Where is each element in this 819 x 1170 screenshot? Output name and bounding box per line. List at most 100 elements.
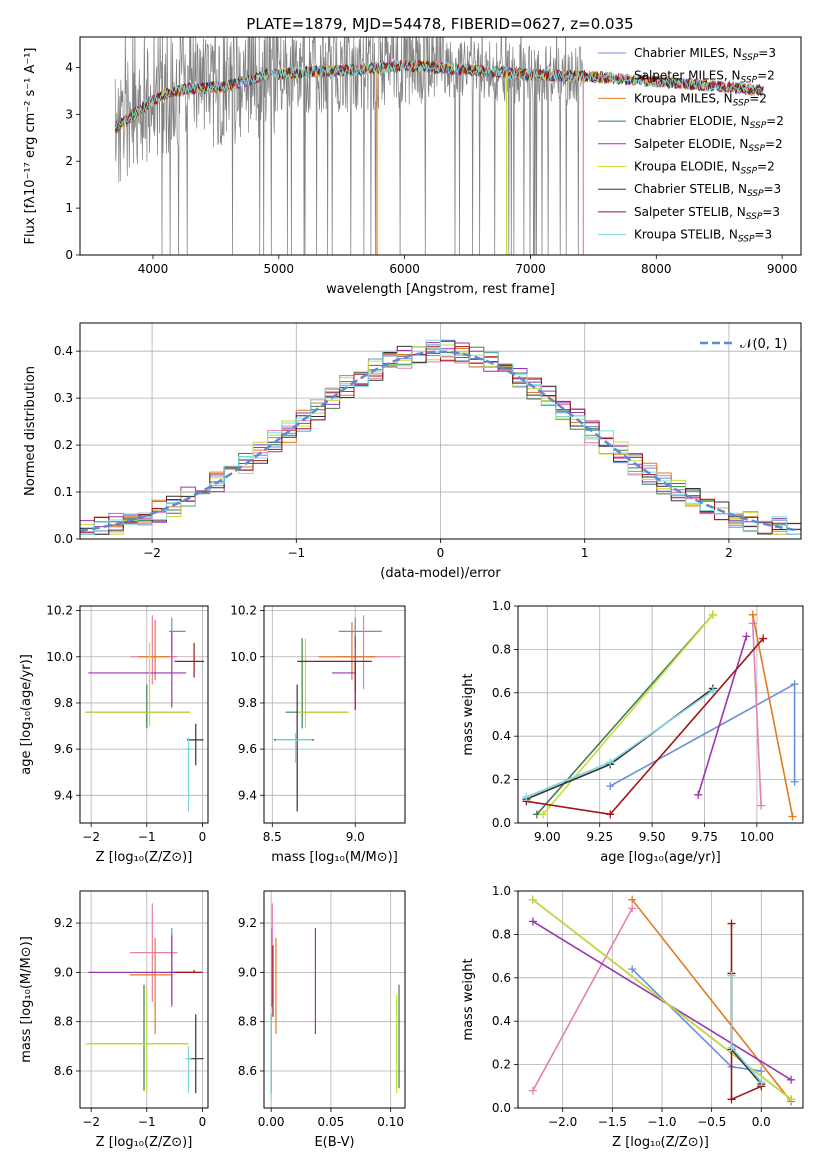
plot-area bbox=[522, 610, 799, 821]
y-axis-label: age [log₁₀(age/yr)] bbox=[19, 654, 34, 775]
weight-point-marker bbox=[787, 1095, 796, 1104]
legend-entry: Chabrier STELIB, NSSP=3 bbox=[634, 182, 781, 199]
x-tick-label: 8000 bbox=[641, 262, 672, 276]
weight-point-marker bbox=[528, 895, 537, 904]
weight-point-marker bbox=[727, 1095, 736, 1104]
axes-frame bbox=[263, 890, 406, 1109]
y-tick-label: 10.0 bbox=[230, 650, 257, 664]
x-axis-label: Z [log₁₀(Z/Z⊙)] bbox=[96, 1135, 193, 1150]
y-tick-label: 8.8 bbox=[54, 1015, 73, 1029]
weight-series-line bbox=[631, 968, 762, 1072]
weight-point-marker bbox=[528, 1086, 537, 1095]
weight-point-marker bbox=[628, 895, 637, 904]
y-tick-label: 0.3 bbox=[54, 391, 73, 405]
weight-point-marker bbox=[606, 758, 615, 767]
legend-entry: Kroupa STELIB, NSSP=3 bbox=[634, 228, 772, 245]
y-tick-label: 9.2 bbox=[54, 916, 73, 930]
weight-vs-age-chart: 9.00 9.25 9.50 9.75 10.00 0.0 0.2 0.4 0.6 0.8 1.0 a… bbox=[461, 599, 804, 865]
x-tick-label: 4000 bbox=[138, 262, 169, 276]
residual-histogram-chart: −2 −1 0 1 2 0.0 0.1 0.2 0.3 0.4 (data-model)/error… bbox=[23, 322, 802, 581]
weight-point-marker bbox=[628, 965, 637, 974]
axes-frame bbox=[517, 890, 804, 1109]
x-axis-label: (data-model)/error bbox=[380, 566, 501, 581]
y-tick-label: 9.2 bbox=[238, 916, 257, 930]
y-tick-label: 0.8 bbox=[492, 927, 511, 941]
weight-point-marker bbox=[708, 686, 717, 695]
y-tick-label: 9.8 bbox=[238, 696, 257, 710]
x-tick-label: −0.5 bbox=[697, 1115, 726, 1129]
axes-frame bbox=[517, 605, 804, 824]
residual-histogram-series bbox=[80, 339, 801, 535]
x-tick-label: −1 bbox=[138, 1115, 156, 1129]
weight-point-marker bbox=[727, 971, 736, 980]
x-tick-label: 0 bbox=[199, 1115, 207, 1129]
y-tick-label: 0.8 bbox=[492, 642, 511, 656]
x-tick-label: 9.00 bbox=[534, 830, 561, 844]
y-tick-label: 0.1 bbox=[54, 485, 73, 499]
y-tick-label: 9.6 bbox=[238, 742, 257, 756]
y-tick-label: 0.6 bbox=[492, 686, 511, 700]
x-axis-label: Z [log₁₀(Z/Z⊙)] bbox=[96, 850, 193, 865]
mass-vs-metallicity-chart: −2 −1 0 8.6 8.8 9.0 9.2 Z [log₁₀(Z/Z⊙)] mass [lo… bbox=[19, 890, 209, 1150]
plot-area bbox=[273, 615, 401, 812]
y-tick-label: 0.4 bbox=[492, 729, 511, 743]
x-axis-label: wavelength [Angstrom, rest frame] bbox=[326, 282, 555, 297]
spectrum-legend: Chabrier MILES, NSSP=3 Salpeter MILES, NS… bbox=[598, 46, 784, 245]
y-tick-label: 1 bbox=[65, 201, 73, 215]
observed-spectrum-line bbox=[114, 37, 584, 255]
weight-point-marker bbox=[790, 680, 799, 689]
legend-entry: Kroupa MILES, NSSP=2 bbox=[634, 91, 767, 108]
weight-series-line bbox=[526, 637, 764, 816]
y-tick-label: 10.2 bbox=[46, 604, 73, 618]
x-tick-label: 7000 bbox=[515, 262, 546, 276]
x-tick-label: 9.50 bbox=[639, 830, 666, 844]
y-tick-label: 0.4 bbox=[54, 344, 73, 358]
weight-point-marker bbox=[748, 610, 757, 619]
y-tick-label: 8.6 bbox=[54, 1064, 73, 1078]
x-tick-label: −2.0 bbox=[548, 1115, 577, 1129]
weight-series-line bbox=[532, 908, 633, 1091]
x-tick-label: 6000 bbox=[389, 262, 420, 276]
weight-point-marker bbox=[708, 610, 717, 619]
axes-frame bbox=[79, 605, 209, 824]
weight-point-marker bbox=[787, 1075, 796, 1084]
y-axis-label: mass weight bbox=[461, 958, 476, 1040]
weight-vs-metallicity-chart: −2.0 −1.5 −1.0 −0.5 0.0 0.0 0.2 0.4 0.6 0.8 1.0 Z [… bbox=[461, 884, 804, 1150]
x-tick-label: 9.75 bbox=[691, 830, 718, 844]
age-vs-metallicity-chart: −2 −1 0 9.4 9.6 9.8 10.0 10.2 Z [log₁₀(Z/Z⊙)] age… bbox=[19, 604, 209, 865]
legend-entry: Salpeter ELODIE, NSSP=2 bbox=[634, 137, 783, 154]
x-tick-label: 0.0 bbox=[752, 1115, 771, 1129]
plot-area bbox=[114, 37, 764, 255]
weight-point-marker bbox=[539, 810, 548, 819]
y-tick-label: 1.0 bbox=[492, 884, 511, 898]
x-tick-label: 8.5 bbox=[263, 830, 282, 844]
weight-point-marker bbox=[606, 782, 615, 791]
weight-point-marker bbox=[748, 619, 757, 628]
y-tick-label: 9.8 bbox=[54, 696, 73, 710]
weight-point-marker bbox=[606, 810, 615, 819]
y-tick-label: 0.4 bbox=[492, 1014, 511, 1028]
y-tick-label: 1.0 bbox=[492, 599, 511, 613]
x-tick-label: −1 bbox=[138, 830, 156, 844]
x-tick-label: −2 bbox=[82, 1115, 100, 1129]
x-tick-label: −2 bbox=[143, 546, 161, 560]
legend-entry: Chabrier MILES, NSSP=3 bbox=[634, 46, 776, 63]
age-vs-mass-chart: 8.5 9.0 9.4 9.6 9.8 10.0 10.2 mass [log₁₀(M/M⊙)… bbox=[230, 604, 406, 865]
mass-vs-extinction-chart: 0.00 0.05 0.10 8.6 8.8 9.0 9.2 E(B-V) bbox=[238, 890, 406, 1150]
weight-point-marker bbox=[757, 801, 766, 810]
y-axis-label: Flux [fλ10⁻¹⁷ erg cm⁻² s⁻¹ A⁻¹] bbox=[23, 48, 38, 245]
model-spectrum-line bbox=[114, 59, 764, 129]
y-tick-label: 9.4 bbox=[238, 788, 257, 802]
y-tick-label: 8.6 bbox=[238, 1064, 257, 1078]
y-tick-label: 4 bbox=[65, 60, 73, 74]
x-tick-label: 0 bbox=[437, 546, 445, 560]
x-tick-label: 1 bbox=[581, 546, 589, 560]
x-tick-label: 9.0 bbox=[346, 830, 365, 844]
weight-series-line bbox=[631, 899, 792, 1102]
axes-frame bbox=[263, 605, 406, 824]
y-tick-label: 10.0 bbox=[46, 650, 73, 664]
legend-entry: Kroupa ELODIE, NSSP=2 bbox=[634, 160, 775, 177]
x-tick-label: 9.25 bbox=[586, 830, 613, 844]
figure-title: PLATE=1879, MJD=54478, FIBERID=0627, z=0… bbox=[246, 15, 633, 33]
x-tick-label: 9000 bbox=[767, 262, 798, 276]
